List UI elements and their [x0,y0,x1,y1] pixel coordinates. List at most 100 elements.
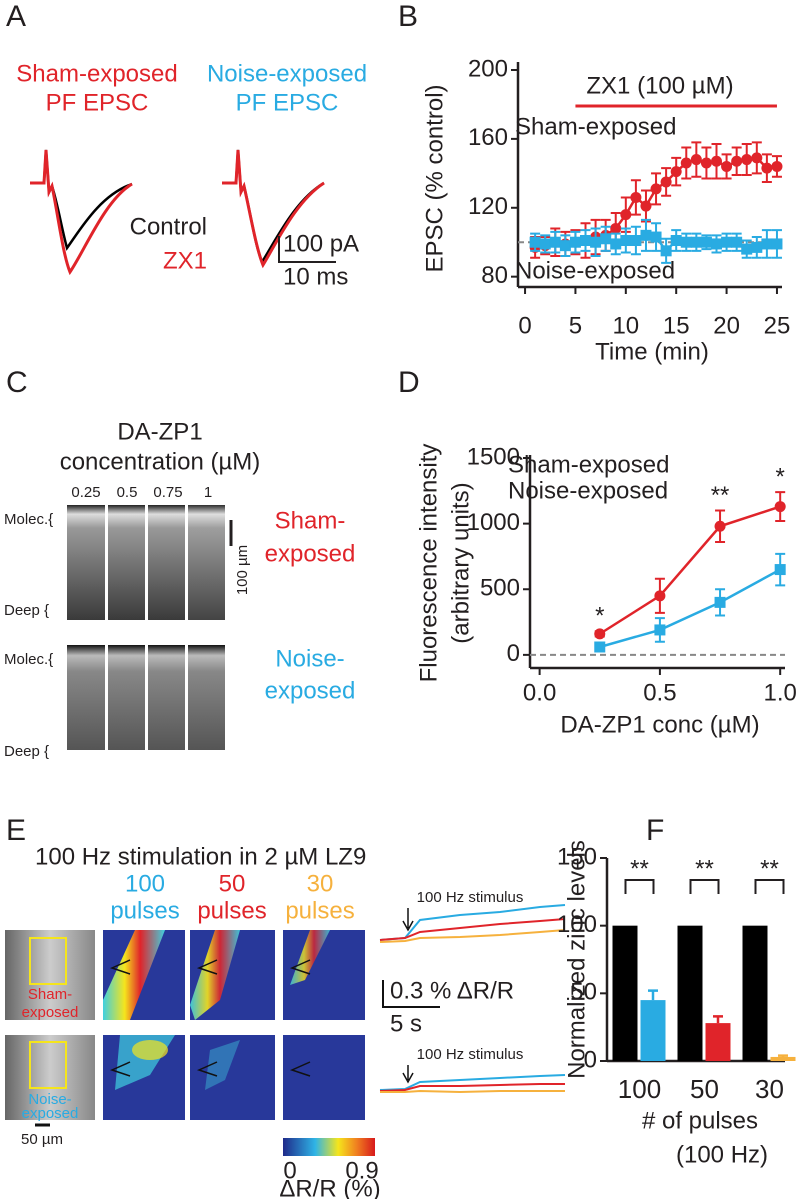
data-point [630,235,642,246]
data-point [680,157,692,169]
bar [677,925,703,1061]
stimulus-arrow [402,1065,414,1084]
y-tick-label: 0 [584,1046,597,1073]
x-tick-label: 30 [755,1074,784,1104]
x-tick-label: 25 [764,312,791,339]
colorbar-label: ΔR/R (%) [279,1175,380,1199]
data-point [751,152,763,164]
data-point [610,222,622,234]
y-tick-label: 160 [468,124,508,151]
trace [379,929,566,943]
row-label: exposed [22,1004,79,1021]
panel-label: F [646,814,664,847]
data-point [620,209,632,221]
row-label: exposed [265,540,356,567]
error-bar [778,1054,788,1057]
panel-title: DA-ZP1 [117,418,202,445]
data-point [610,238,622,250]
data-point [660,176,672,188]
annotation: ZX1 (100 µM) [586,72,733,99]
data-point [741,243,753,255]
data-point [761,238,773,250]
bar [742,925,768,1061]
column-label: 50 [219,870,246,897]
row-label: exposed [265,677,356,704]
colorbar-tick-label: 0 [283,1157,296,1184]
zx1-trace [222,149,325,269]
panel-label: B [398,0,418,33]
data-point [731,236,743,248]
layer-label: Deep { [4,743,49,760]
data-point [711,238,723,250]
significance-bracket [754,879,785,894]
legend-entry: ZX1 [163,247,207,274]
panel-title: 100 Hz stimulation in 2 µM LZ9 [35,843,366,870]
trace [379,1083,565,1092]
y-tick-label: 500 [480,575,520,602]
scale-label: 100 µm [234,545,251,595]
data-point [680,236,692,248]
x-axis-label: Time (min) [595,338,709,365]
data-point [580,235,592,246]
concentration-label: 1 [204,484,212,501]
concentration-label: 0.5 [117,484,138,501]
data-point [660,245,672,257]
colorbar-tick-label: 0.9 [345,1157,378,1184]
data-point [700,236,712,248]
trace-title: PF EPSC [46,89,149,116]
series-label: Sham-exposed [508,451,669,478]
y-tick-label: 120 [468,193,508,220]
layer-label: Molec.{ [4,651,53,668]
data-point [670,166,682,178]
scale-label: 100 pA [283,230,359,257]
scale-label: 50 µm [21,1131,63,1148]
y-tick-label: 1000 [467,509,520,536]
trace-title: Noise-exposed [207,60,367,87]
x-tick-label: 10 [612,312,639,339]
data-point [640,200,652,212]
y-tick-label: 80 [481,262,508,289]
data-point [569,236,581,248]
y-tick-label: 150 [557,843,597,870]
significance-label: * [776,463,785,490]
stimulus-arrow [402,908,414,932]
data-point [549,236,561,248]
data-point [559,240,571,252]
data-point [771,160,783,172]
data-point [630,191,642,203]
x-tick-label: 5 [569,312,582,339]
y-tick-label: 50 [570,979,597,1006]
data-point [690,154,702,166]
significance-label: ** [760,855,779,882]
stimulus-label: 100 Hz stimulus [417,889,524,906]
scale-label: 0.3 % ΔR/R [390,977,514,1004]
data-point [654,590,666,602]
micrographs [67,505,225,750]
colorbar [283,1138,375,1156]
y-tick-label: 0 [507,640,520,667]
data-point [620,235,632,246]
row-label: Noise- [275,645,344,672]
scale-label: 10 ms [283,263,348,290]
significance-label: ** [695,855,714,882]
row-label: Sham- [28,986,72,1003]
data-point [650,231,662,243]
x-tick-label: 15 [663,312,690,339]
scale-bar [278,236,336,263]
data-point [741,154,753,166]
x-tick-label: 0.0 [523,679,556,706]
x-tick-label: 1.0 [764,679,796,706]
bar [770,1056,796,1061]
bar [640,1000,666,1061]
data-point [714,520,726,532]
y-axis-label: Normalized zinc levels [563,840,590,1079]
x-tick-label: 20 [713,312,740,339]
scale-bar [382,980,440,1008]
data-point [600,233,612,245]
data-point [774,501,786,513]
significance-label: ** [630,855,649,882]
column-label: 30 [307,870,334,897]
scale-label: 5 s [390,1010,422,1037]
row-label: exposed [22,1105,79,1122]
